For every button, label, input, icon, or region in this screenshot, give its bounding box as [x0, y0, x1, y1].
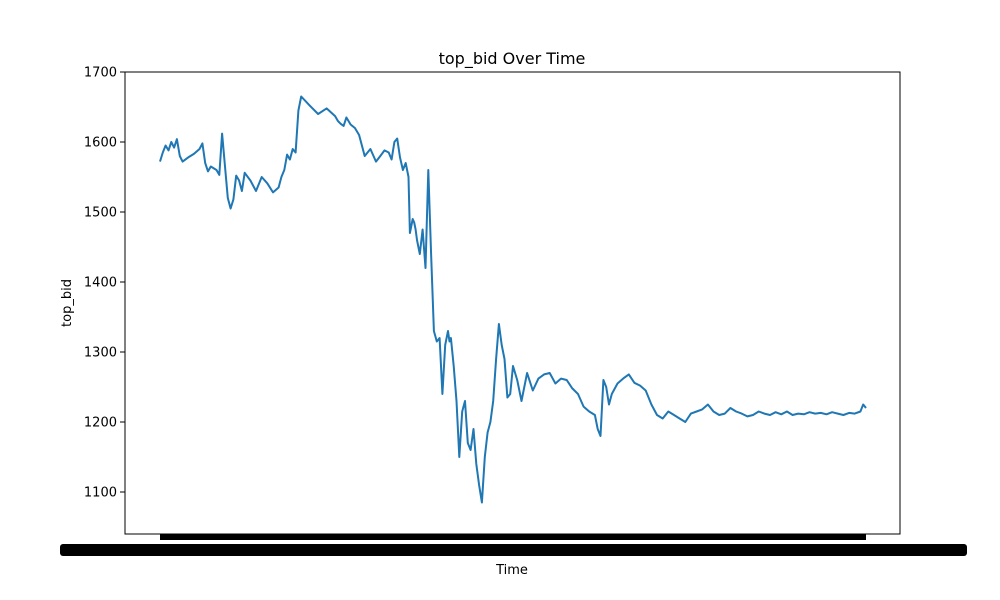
y-tick-label: 1400: [84, 276, 117, 291]
x-tick-marks: [160, 534, 866, 540]
chart-title: top_bid Over Time: [439, 49, 586, 69]
x-axis-label: Time: [495, 563, 528, 578]
y-tick-label: 1300: [84, 346, 117, 361]
y-tick-label: 1600: [84, 136, 117, 151]
y-tick-label: 1700: [84, 66, 117, 81]
y-tick-label: 1100: [84, 486, 117, 501]
y-axis: 1100 1200 1300 1400 1500 1600 1700: [84, 66, 125, 501]
y-axis-label: top_bid: [60, 279, 75, 327]
x-tick-labels-overlapping: [60, 544, 967, 556]
x-axis: [60, 534, 967, 556]
y-tick-label: 1200: [84, 416, 117, 431]
plot-frame: [124, 71, 901, 535]
y-tick-label: 1500: [84, 206, 117, 221]
series-line-top_bid: [159, 95, 867, 504]
